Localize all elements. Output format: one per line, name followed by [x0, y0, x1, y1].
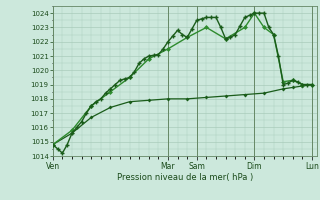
X-axis label: Pression niveau de la mer( hPa ): Pression niveau de la mer( hPa ) — [117, 173, 253, 182]
